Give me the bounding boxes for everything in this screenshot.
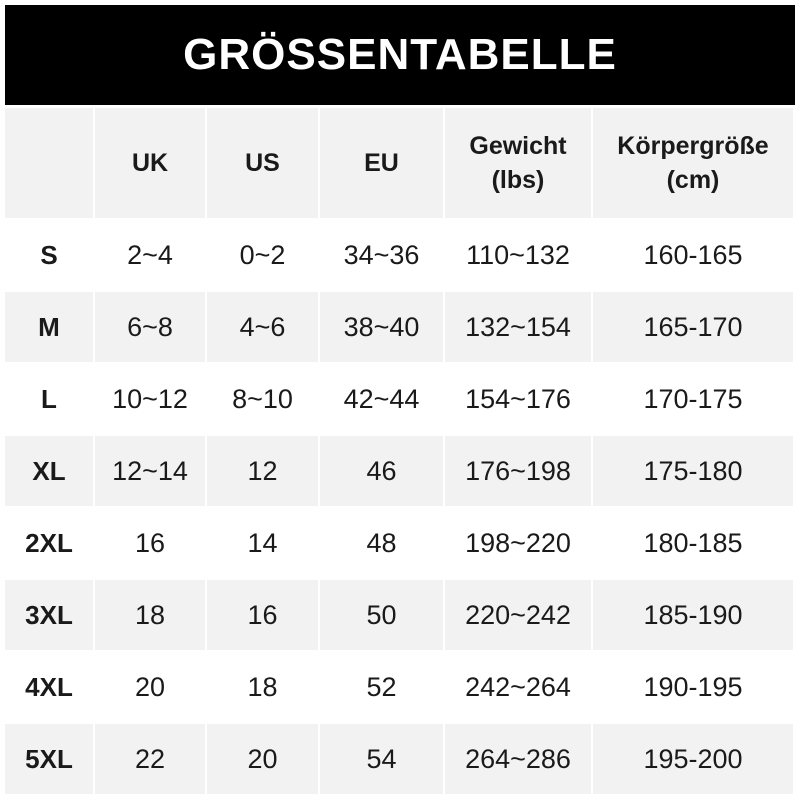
cell-size: 4XL — [25, 671, 73, 702]
cell-height: 185-190 — [593, 580, 793, 650]
cell-weight: 198~220 — [465, 527, 571, 558]
cell-weight: 264~286 — [445, 724, 591, 794]
cell-weight: 154~176 — [465, 383, 571, 414]
cell-height: 165-170 — [593, 292, 793, 362]
table-row: XL 12~14 12 46 176~198 175-180 — [5, 436, 793, 506]
cell-eu: 38~40 — [320, 292, 443, 362]
cell-height: 180-185 — [643, 527, 743, 558]
table-row: 4XL 20 18 52 242~264 190-195 — [5, 652, 793, 722]
header-line: Körpergröße — [617, 132, 769, 160]
size-table: UK US EU Gewicht (lbs) Körpergröße (cm) S 2~4 0~2… — [3, 106, 795, 796]
cell-weight: 220~242 — [445, 580, 591, 650]
header-row: UK US EU Gewicht (lbs) Körpergröße (cm) — [5, 108, 793, 218]
header-line: US — [245, 149, 280, 177]
cell-us: 14 — [247, 527, 278, 558]
cell-height: 195-200 — [593, 724, 793, 794]
cell-uk: 18 — [95, 580, 205, 650]
cell-size: L — [41, 383, 57, 414]
cell-eu: 46 — [320, 436, 443, 506]
cell-us: 20 — [207, 724, 318, 794]
cell-us: 16 — [207, 580, 318, 650]
cell-size: 3XL — [5, 580, 93, 650]
cell-height: 190-195 — [643, 671, 743, 702]
cell-uk: 2~4 — [127, 239, 173, 270]
header-line: (cm) — [666, 166, 720, 194]
cell-weight: 132~154 — [445, 292, 591, 362]
cell-us: 0~2 — [239, 239, 286, 270]
header-line: EU — [364, 149, 399, 177]
page-title: GRÖSSENTABELLE — [5, 5, 795, 105]
cell-eu: 48 — [366, 527, 397, 558]
header-us: US — [207, 108, 318, 218]
cell-size: XL — [5, 436, 93, 506]
cell-uk: 16 — [134, 527, 166, 558]
cell-uk: 22 — [95, 724, 205, 794]
table-row: 2XL 16 14 48 198~220 180-185 — [5, 508, 793, 578]
cell-us: 8~10 — [232, 383, 293, 414]
cell-size: M — [5, 292, 93, 362]
header-line: (lbs) — [491, 166, 545, 194]
table-row: 3XL 18 16 50 220~242 185-190 — [5, 580, 793, 650]
cell-us: 12 — [207, 436, 318, 506]
header-size — [5, 108, 93, 218]
cell-size: S — [40, 239, 58, 270]
table-row: M 6~8 4~6 38~40 132~154 165-170 — [5, 292, 793, 362]
table-row: L 10~12 8~10 42~44 154~176 170-175 — [5, 364, 793, 434]
cell-size: 5XL — [5, 724, 93, 794]
header-line: UK — [131, 149, 169, 177]
cell-weight: 176~198 — [445, 436, 591, 506]
cell-height: 175-180 — [593, 436, 793, 506]
header-height: Körpergröße (cm) — [593, 108, 793, 218]
header-weight: Gewicht (lbs) — [445, 108, 591, 218]
cell-height: 170-175 — [643, 383, 743, 414]
cell-eu: 42~44 — [343, 383, 420, 414]
cell-weight: 110~132 — [466, 239, 570, 270]
cell-eu: 50 — [320, 580, 443, 650]
cell-uk: 6~8 — [95, 292, 205, 362]
cell-us: 4~6 — [207, 292, 318, 362]
header-line: Gewicht — [469, 132, 567, 160]
cell-uk: 10~12 — [112, 383, 188, 414]
table-row: 5XL 22 20 54 264~286 195-200 — [5, 724, 793, 794]
cell-eu: 34~36 — [343, 239, 420, 270]
cell-weight: 242~264 — [465, 671, 571, 702]
cell-eu: 52 — [366, 671, 397, 702]
cell-us: 18 — [247, 671, 278, 702]
cell-size: 2XL — [25, 527, 73, 558]
cell-height: 160-165 — [643, 239, 743, 270]
cell-eu: 54 — [320, 724, 443, 794]
table-row: S 2~4 0~2 34~36 110~132 160-165 — [5, 220, 793, 290]
header-uk: UK — [95, 108, 205, 218]
cell-uk: 20 — [134, 671, 166, 702]
cell-uk: 12~14 — [95, 436, 205, 506]
header-eu: EU — [320, 108, 443, 218]
